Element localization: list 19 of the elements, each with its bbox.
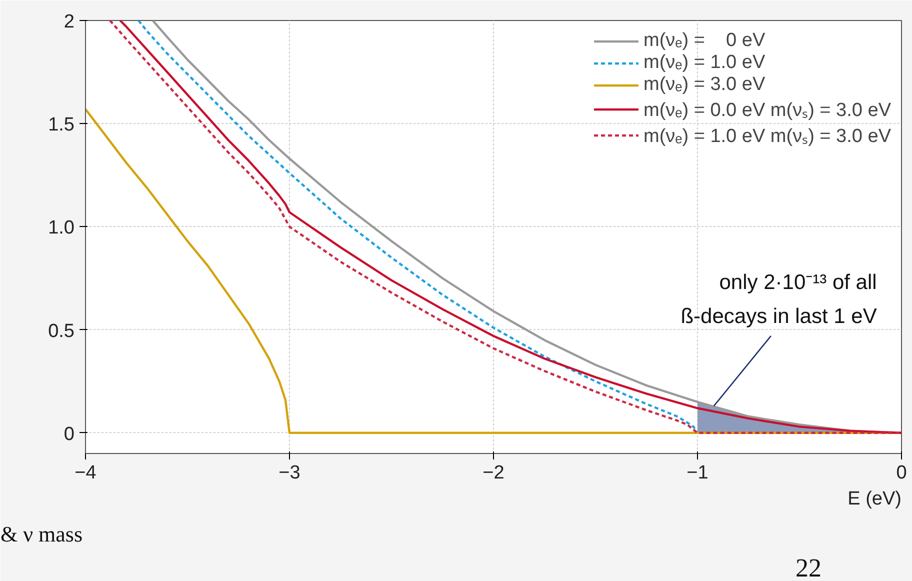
x-tick-label: −4 [74,462,97,484]
annotation: only 2·10⁻¹³ of all ß-decays in last 1 eV [680,271,877,328]
y-tick-label: 2 [64,12,75,32]
y-tick-label: 1.5 [48,114,75,136]
x-tick-label: −3 [278,462,300,484]
legend-label: m(νₑ) = 1.0 eV [644,52,766,74]
y-tick-label: 1.0 [48,218,75,239]
legend-label: m(νₑ) = 1.0 eV m(νₛ) = 3.0 eV [644,125,891,148]
text: & ν mass [0,522,83,546]
x-tick-label: 0 [896,462,907,484]
legend-label: m(νₑ) = 3.0 eV [644,74,766,96]
x-axis-title: E (eV) [848,488,902,510]
x-tick-label: −1 [686,462,708,484]
y-tick-label: 0.5 [48,320,75,342]
legend-label: m(νₑ) = 0 eV [644,30,766,52]
x-tick-label: −2 [482,462,504,484]
text: 22 [796,554,822,581]
legend-label: m(νₑ) = 0.0 eV m(νₛ) = 3.0 eV [644,99,891,122]
y-tick-label: 0 [64,424,75,445]
